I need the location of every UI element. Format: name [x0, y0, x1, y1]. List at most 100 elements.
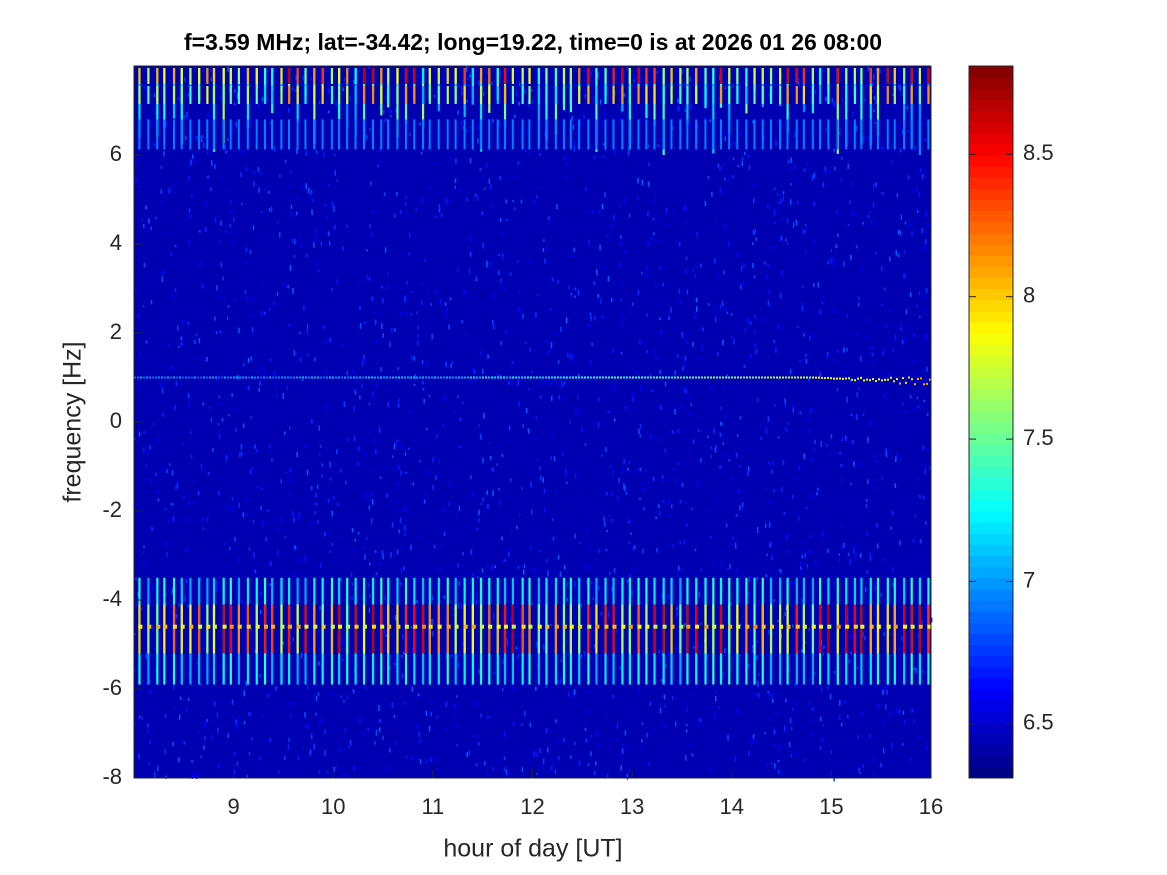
speckle [424, 711, 426, 717]
speckle [514, 207, 516, 211]
line-feature [461, 376, 463, 379]
streak [421, 119, 424, 150]
colorbar-tick-label: 8 [1023, 283, 1035, 308]
streak [860, 119, 863, 150]
speckle [760, 436, 762, 440]
x-tick-label: 14 [720, 794, 744, 819]
streak [545, 68, 548, 84]
speckle [587, 710, 589, 713]
speckle [605, 148, 607, 152]
speckle [250, 416, 253, 420]
streak [271, 68, 274, 84]
speckle [620, 298, 623, 302]
line-feature [881, 379, 883, 382]
line-feature [437, 376, 439, 379]
line-feature [635, 376, 637, 379]
speckle [305, 723, 308, 729]
speckle [382, 332, 384, 338]
speckle [726, 103, 728, 106]
speckle [914, 88, 917, 92]
speckle [394, 468, 396, 471]
colorbar-cell [969, 633, 1013, 645]
speckle [521, 767, 524, 772]
speckle [170, 251, 173, 257]
speckle [329, 532, 332, 536]
speckle [640, 487, 643, 491]
speckle [405, 755, 408, 758]
speckle [533, 199, 536, 205]
line-feature [572, 376, 574, 379]
speckle [243, 690, 245, 697]
speckle [752, 649, 754, 653]
streak [562, 68, 566, 84]
streak [362, 119, 365, 150]
speckle [858, 767, 860, 772]
colorbar: 6.577.588.5 [968, 65, 1054, 779]
speckle [453, 410, 456, 414]
speckle [206, 719, 209, 722]
speckle [899, 230, 902, 236]
speckle [329, 477, 332, 481]
streak [802, 119, 805, 150]
speckle [638, 687, 640, 693]
speckle [490, 590, 493, 594]
streak [545, 119, 548, 150]
streak [662, 604, 665, 654]
streak [662, 68, 665, 155]
streak [662, 68, 665, 84]
speckle [895, 706, 898, 713]
speckle [209, 68, 212, 72]
speckle [137, 254, 139, 257]
speckle [838, 132, 841, 135]
speckle [259, 365, 262, 370]
speckle [772, 460, 774, 466]
speckle [901, 339, 904, 345]
speckle [789, 717, 792, 724]
speckle [556, 204, 558, 210]
speckle [498, 374, 501, 377]
speckle [187, 321, 190, 326]
line-feature [815, 376, 817, 379]
streak [853, 86, 857, 104]
speckle [922, 495, 925, 500]
speckle [164, 270, 166, 274]
speckle [492, 490, 494, 497]
speckle [748, 739, 751, 744]
streak [172, 624, 177, 629]
speckle [301, 379, 304, 382]
speckle [249, 711, 251, 716]
speckle [743, 264, 745, 267]
speckle [884, 720, 886, 725]
speckle [546, 339, 549, 344]
speckle [901, 92, 904, 96]
speckle [298, 511, 301, 516]
streak [138, 624, 143, 629]
speckle [496, 372, 499, 377]
speckle [627, 467, 629, 471]
line-feature [638, 376, 640, 379]
streak [903, 86, 906, 104]
speckle [773, 729, 776, 735]
speckle [872, 772, 875, 778]
streak [860, 68, 863, 84]
speckle [371, 296, 374, 301]
speckle [628, 461, 631, 464]
speckle [546, 747, 549, 753]
speckle [386, 764, 388, 770]
speckle [372, 469, 374, 472]
speckle [590, 209, 592, 213]
line-feature [518, 376, 520, 379]
streak [637, 604, 640, 654]
speckle [531, 602, 533, 606]
streak [528, 86, 531, 104]
speckle [284, 535, 286, 539]
x-tick-label: 11 [421, 794, 444, 819]
colorbar-cell [969, 66, 1013, 78]
line-feature [800, 376, 802, 379]
speckle [405, 471, 407, 474]
streak [446, 86, 449, 104]
speckle [615, 628, 617, 634]
speckle [573, 247, 575, 252]
speckle [424, 493, 427, 497]
speckle [385, 634, 387, 638]
